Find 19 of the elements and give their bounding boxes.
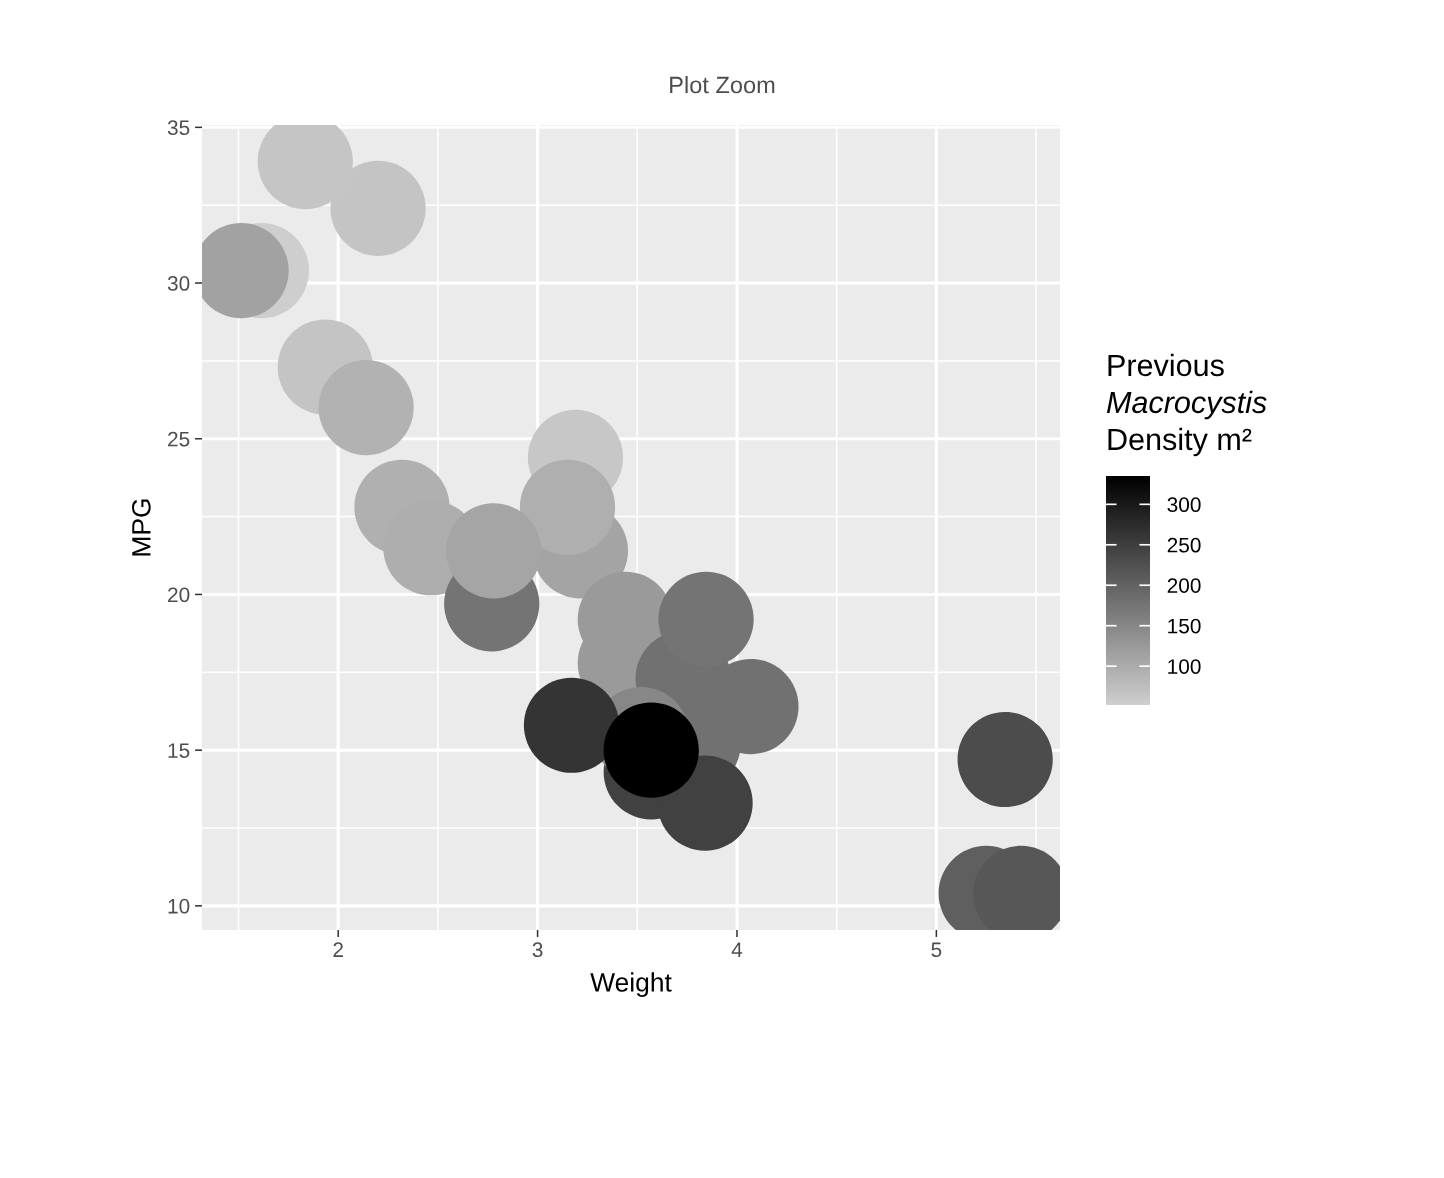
- x-tick-label: 5: [931, 942, 942, 958]
- y-tick-label: 10: [168, 898, 190, 914]
- x-tick-label: 4: [731, 942, 743, 957]
- y-axis-title: MPG: [132, 499, 151, 556]
- color-bar-label: 300: [1167, 497, 1201, 513]
- color-bar-label: 150: [1168, 618, 1201, 634]
- y-tick-label: 25: [168, 431, 190, 447]
- color-bar-label: 100: [1168, 659, 1201, 674]
- x-tick-label: 3: [532, 942, 543, 958]
- x-axis-title: Weight: [590, 972, 672, 997]
- color-bar-label: 200: [1167, 578, 1201, 593]
- y-tick-label: 30: [167, 276, 190, 291]
- x-tick-label: 2: [333, 942, 343, 957]
- color-bar-title: Previous Macrocystis Density m²: [1106, 353, 1267, 457]
- text: Plot Zoom: [670, 76, 775, 94]
- color-bar-label: 250: [1167, 537, 1201, 553]
- y-tick-label: 35: [167, 120, 190, 136]
- y-tick-label: 20: [168, 587, 190, 603]
- y-tick-label: 15: [168, 743, 190, 758]
